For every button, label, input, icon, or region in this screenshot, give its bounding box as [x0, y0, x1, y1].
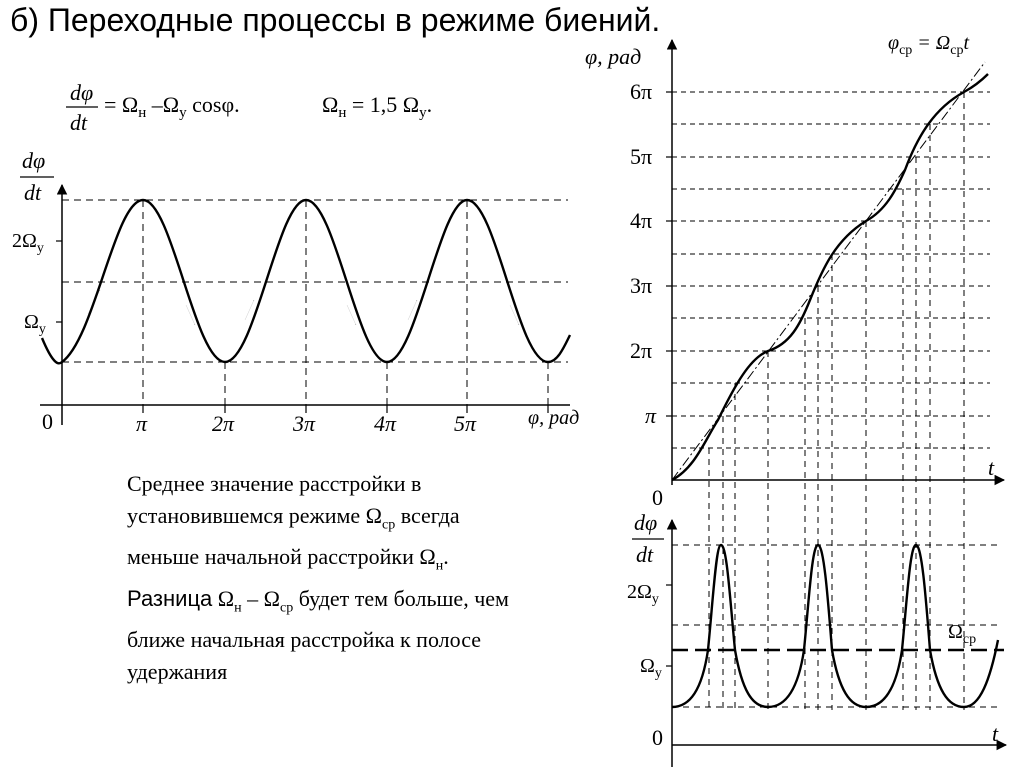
left-tick-2omega: 2Ωу	[12, 230, 44, 256]
left-origin: 0	[42, 409, 53, 434]
left-curve-arrows	[87, 289, 520, 326]
left-tick-omega: Ωу	[24, 311, 46, 337]
rt-ytick-4pi: 4π	[630, 208, 652, 233]
left-xtick-2: 2π	[212, 411, 235, 436]
eq-denominator: dt	[70, 110, 88, 135]
para-line-1: Среднее значение расстройки в	[127, 471, 422, 496]
rb-tick-2omega: 2Ωу	[627, 581, 659, 607]
left-grid	[62, 199, 568, 405]
left-y-label-num: dφ	[22, 148, 45, 173]
rt-ticks	[666, 91, 672, 417]
rt-ytick-pi: π	[645, 403, 657, 428]
rt-ytick-6pi: 6π	[630, 79, 652, 104]
rt-y-axis-label: φ, рад	[585, 44, 641, 69]
para-line-2: установившемся режиме Ωср всегда	[127, 503, 460, 533]
left-xtick-1: π	[136, 411, 148, 436]
rb-ticks	[666, 584, 672, 667]
para-line-5: ближе начальная расстройка к полосе	[127, 627, 481, 653]
left-ticks	[56, 240, 549, 413]
left-curve	[40, 198, 572, 365]
rb-origin: 0	[652, 725, 663, 750]
rt-average-line	[671, 61, 986, 481]
rb-y-label-den: dt	[636, 542, 654, 567]
left-x-axis-label: φ, рад	[528, 407, 579, 429]
rt-line-label: φср = Ωсрt	[888, 32, 969, 58]
eq-numerator: dφ	[70, 80, 93, 105]
rt-ytick-5pi: 5π	[630, 144, 652, 169]
right-top-plot: φ, рад 6π 5π 4π 3π 2π π 0 t φср = Ωсрt	[585, 32, 1006, 710]
rb-tick-omega: Ωу	[640, 655, 662, 681]
rt-origin: 0	[652, 485, 663, 510]
rt-ytick-3pi: 3π	[630, 273, 652, 298]
eq-rhs: = Ωн –Ωу cosφ.	[104, 92, 240, 121]
eq-condition: Ωн = 1,5 Ωу.	[322, 92, 432, 121]
rb-level-label: Ωср	[948, 621, 976, 647]
rb-x-axis-label: t	[992, 721, 999, 746]
left-y-label-den: dt	[24, 180, 42, 205]
slide-title: б) Переходные процессы в режиме биений.	[10, 2, 661, 38]
rt-vertical-drops	[708, 92, 965, 710]
rt-grid	[672, 91, 990, 449]
para-line-6: удержания	[127, 659, 228, 685]
rt-x-axis-label: t	[988, 455, 995, 480]
rb-y-label-num: dφ	[634, 510, 657, 535]
para-line-3: меньше начальной расстройки Ωн.	[127, 544, 449, 574]
rt-phase-curve	[671, 73, 989, 482]
left-plot: dφ dt 2Ωу Ωу 0 π 2π 3π 4π 5π φ, рад	[12, 148, 579, 436]
explanation-paragraph: Среднее значение расстройки в установивш…	[127, 468, 597, 688]
rb-rate-curve	[671, 543, 1000, 709]
left-xtick-4: 4π	[374, 411, 397, 436]
left-xtick-5: 5π	[454, 411, 477, 436]
left-xtick-3: 3π	[292, 411, 316, 436]
right-bottom-plot: dφ dt 2Ωу Ωу Ωср 0 t	[627, 510, 1008, 767]
equation: dφ dt = Ωн –Ωу cosφ. Ωн = 1,5 Ωу.	[66, 80, 432, 135]
rt-ytick-2pi: 2π	[630, 338, 652, 363]
para-line-4: Разница Ωн – Ωср будет тем больше, чем	[127, 585, 509, 616]
